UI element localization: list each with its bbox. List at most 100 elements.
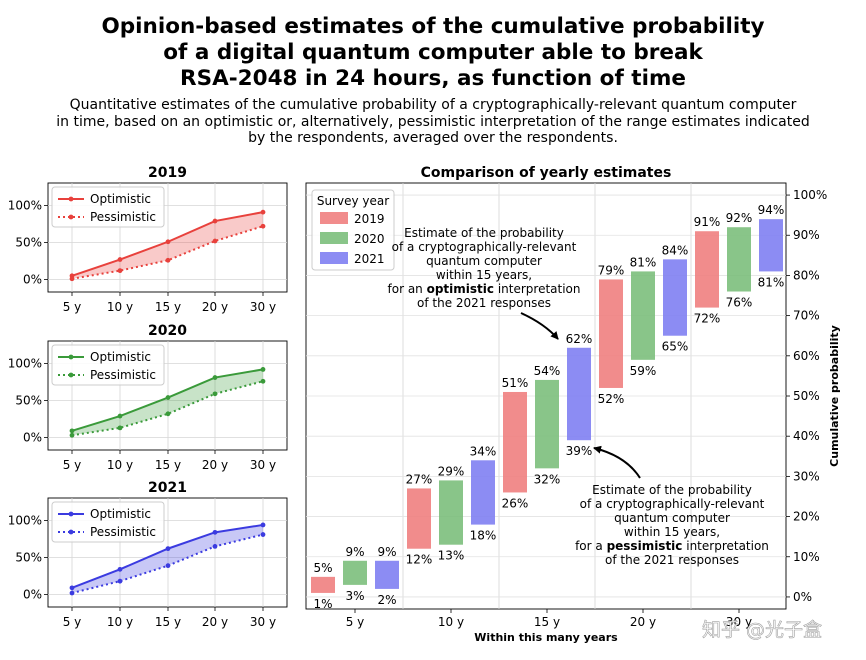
panel-2020-pessimistic-point	[260, 378, 266, 384]
bar-label-low: 3%	[345, 589, 364, 603]
panel-2021-pessimistic-point	[260, 532, 266, 537]
bar-2019-0	[311, 576, 335, 593]
panel-2019-pessimistic-point	[117, 268, 123, 274]
panel-2020-legend-optimistic-marker	[68, 354, 74, 360]
bar-label-high: 94%	[758, 203, 785, 217]
panel-2020-xtick-label: 10 y	[107, 458, 133, 472]
panel-2021-xtick-label: 30 y	[250, 615, 276, 629]
bar-label-high: 84%	[662, 243, 689, 257]
panel-2021-xtick-label: 5 y	[63, 615, 82, 629]
panel-2021-legend-optimistic-marker	[68, 511, 74, 517]
panel-2020-pessimistic-point	[69, 432, 75, 438]
annotation-optimistic-span: optimistic	[427, 282, 494, 296]
panel-2019-ytick-label: 0%	[23, 273, 42, 287]
panel-2021-optimistic-point	[165, 546, 171, 552]
panel-2021-ytick-label: 50%	[15, 551, 42, 565]
bar-label-high: 81%	[630, 255, 657, 269]
bar-label-high: 54%	[534, 364, 561, 378]
bar-label-high: 91%	[694, 215, 721, 229]
bar-legend-swatch-2019	[320, 212, 348, 224]
panel-2021-optimistic-point	[212, 529, 218, 535]
panel-2020-pessimistic-point	[212, 391, 218, 397]
panel-2019-pessimistic-point	[69, 276, 75, 282]
bar-legend-label-2020: 2020	[354, 232, 385, 246]
panel-2019-pessimistic-point	[212, 238, 218, 244]
panel-2020-pessimistic-line	[71, 380, 264, 437]
bar-legend-label-2019: 2019	[354, 212, 385, 226]
panel-2019-ytick-label: 100%	[8, 199, 42, 213]
panel-2019-optimistic-point	[117, 257, 123, 262]
panel-2020-pessimistic-point	[117, 425, 123, 431]
annotation-optimistic-arrow	[520, 312, 559, 340]
panel-2021-title: 2021	[148, 480, 187, 496]
panel-2021-ytick-label: 100%	[8, 514, 42, 528]
annotation-optimistic-line: within 15 years,	[436, 268, 532, 282]
annotation-pessimistic-span: quantum computer	[614, 511, 730, 525]
bar-chart-ytick-label: 90%	[793, 228, 820, 242]
bar-legend-title: Survey year	[317, 194, 389, 208]
panel-2020-legend-pessimistic-marker	[68, 372, 74, 378]
panel-2020-band	[72, 369, 263, 436]
panel-2021-band	[72, 524, 263, 594]
bar-chart-ytick-label: 0%	[793, 590, 812, 604]
bar-label-low: 32%	[534, 472, 561, 486]
annotation-optimistic-span: interpretation	[494, 282, 581, 296]
annotation-optimistic-span: within 15 years,	[436, 268, 532, 282]
bar-label-high: 5%	[313, 561, 332, 575]
panel-2019-pessimistic-line	[71, 225, 264, 280]
figure-title: Opinion-based estimates of the cumulativ…	[101, 14, 765, 91]
bar-chart-xtick-label: 15 y	[534, 615, 560, 629]
bar-label-low: 13%	[438, 549, 465, 563]
bar-2021-1	[471, 460, 495, 525]
bar-chart-xtick-label: 30 y	[726, 615, 752, 629]
panel-2020-title: 2020	[148, 323, 187, 339]
annotation-optimistic-line: Estimate of the probability	[404, 226, 564, 240]
bar-label-high: 9%	[345, 545, 364, 559]
annotation-optimistic-span: for an	[388, 282, 427, 296]
bar-legend-box	[311, 189, 395, 271]
panel-2019-legend-optimistic-marker	[68, 196, 74, 202]
bar-chart-xtick-label: 5 y	[346, 615, 365, 629]
bar-label-low: 65%	[662, 340, 689, 354]
panel-2020-optimistic-point	[165, 395, 171, 400]
panel-2021-pessimistic-point	[165, 563, 171, 569]
annotation-pessimistic-span: Estimate of the probability	[592, 483, 752, 497]
annotation-optimistic-line: for an optimistic interpretation	[388, 282, 581, 296]
bar-chart-ytick-label: 80%	[793, 268, 820, 282]
bar-label-low: 81%	[758, 275, 785, 289]
bar-2021-3	[663, 259, 687, 336]
bar-chart-ylabel: Cumulative probability	[828, 325, 841, 467]
panel-2019-xtick-label: 15 y	[155, 300, 181, 314]
bar-2019-3	[599, 279, 623, 388]
bar-chart-ytick-label: 100%	[793, 188, 827, 202]
figure-subtitle: Quantitative estimates of the cumulative…	[56, 97, 810, 146]
bar-label-high: 79%	[598, 263, 625, 277]
annotation-pessimistic-line: for a pessimistic interpretation	[575, 539, 769, 553]
bar-label-high: 51%	[502, 376, 529, 390]
panel-2020-xtick-label: 15 y	[155, 458, 181, 472]
annotation-optimistic-line: of the 2021 responses	[417, 296, 551, 310]
panel-2019-xtick-label: 20 y	[202, 300, 228, 314]
bar-label-high: 27%	[406, 472, 433, 486]
bar-chart-ytick-label: 70%	[793, 309, 820, 323]
panel-2021-legend-optimistic-label: Optimistic	[90, 507, 151, 521]
bar-label-high: 29%	[438, 464, 465, 478]
panel-2019-optimistic-point	[212, 218, 218, 224]
panel-2021-legend-pessimistic-marker	[68, 529, 74, 535]
panel-2019-legend-pessimistic-marker	[68, 214, 74, 220]
annotation-optimistic-span: of the 2021 responses	[417, 296, 551, 310]
panel-2021-xtick-label: 10 y	[107, 615, 133, 629]
panel-2020-ytick-label: 0%	[23, 431, 42, 445]
panel-2021-xtick-label: 20 y	[202, 615, 228, 629]
annotation-pessimistic-span: interpretation	[682, 539, 769, 553]
bar-2019-4	[695, 231, 719, 308]
bar-2019-1	[407, 488, 431, 549]
bar-label-high: 92%	[726, 211, 753, 225]
bar-chart-xtick-label: 10 y	[438, 615, 464, 629]
panel-2021-pessimistic-point	[212, 544, 218, 549]
bar-2020-1	[439, 480, 463, 545]
bar-2019-2	[503, 391, 527, 493]
annotation-pessimistic-line: within 15 years,	[624, 525, 720, 539]
annotation-pessimistic-span: pessimistic	[607, 539, 683, 553]
panel-2020-xtick-label: 5 y	[63, 458, 82, 472]
